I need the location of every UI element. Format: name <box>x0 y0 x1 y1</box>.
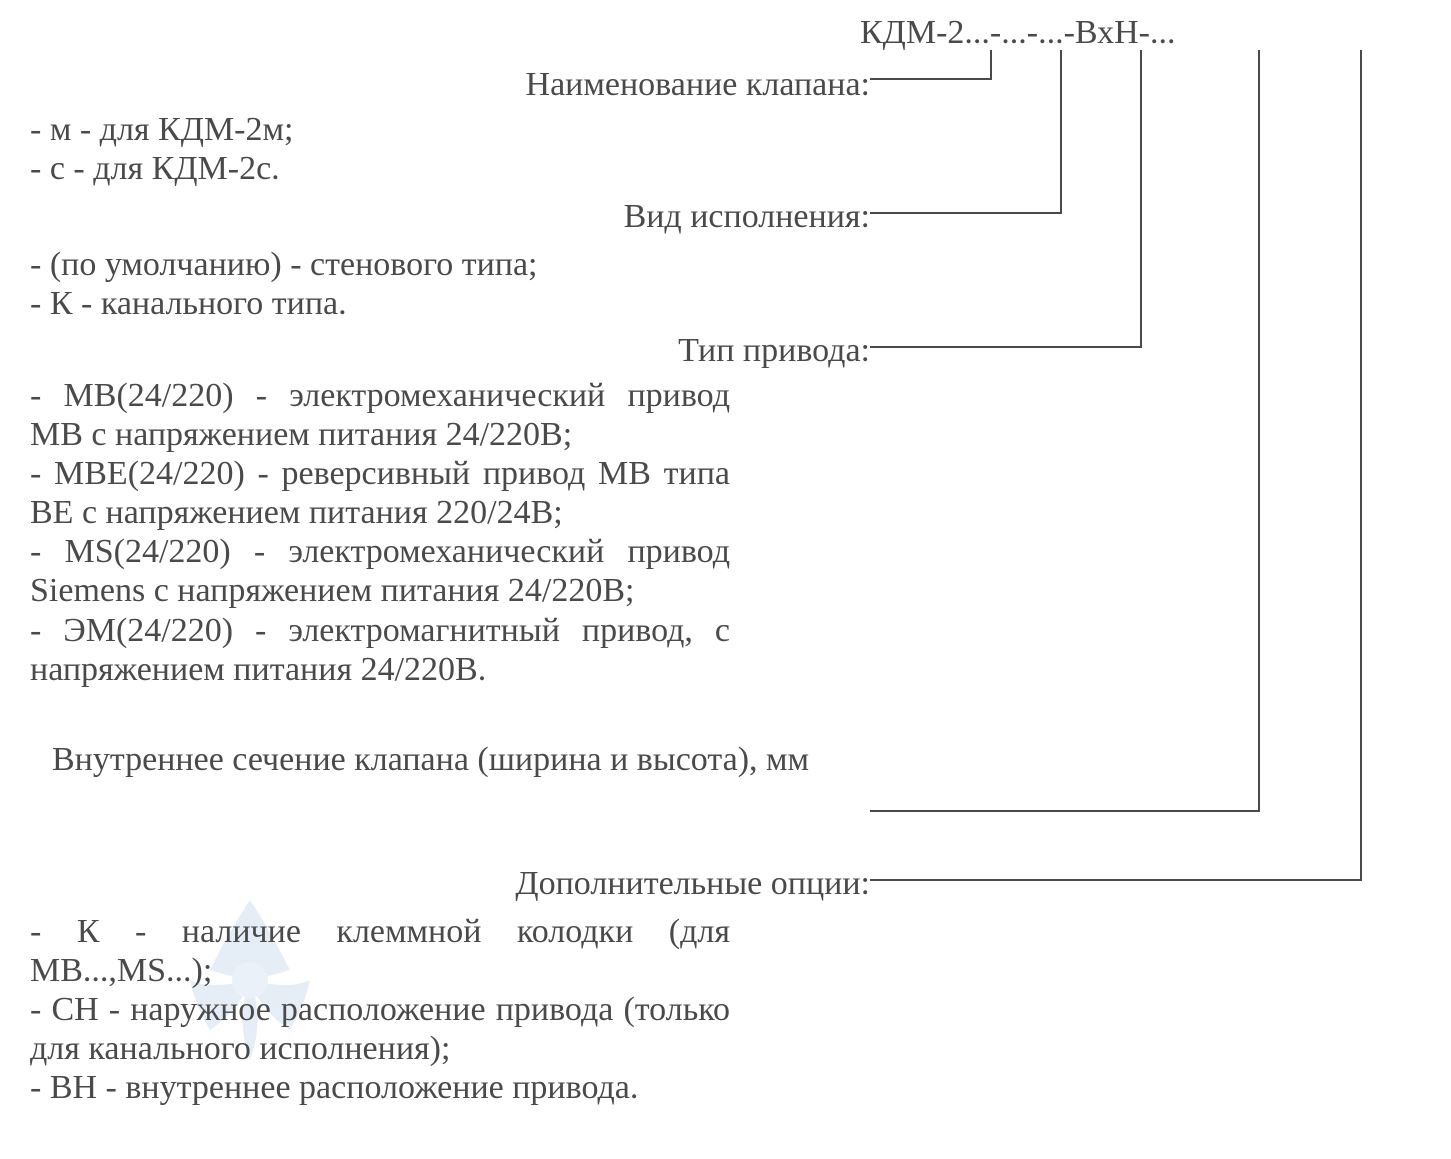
connector-h-3 <box>870 346 1140 348</box>
connector-v-2 <box>1060 50 1062 214</box>
connector-h-2 <box>870 212 1060 214</box>
valve-name-line-2: - с - для КДМ-2с. <box>30 149 730 188</box>
additional-options-line-2: - СН - наружное расположение привода (то… <box>30 990 730 1068</box>
additional-options-line-1: - К - наличие клеммной колодки (для МВ..… <box>30 912 730 990</box>
execution-type-line-2: - К - канального типа. <box>30 284 730 323</box>
drive-type-label: Тип привода: <box>30 332 870 370</box>
inner-section-label: Внутреннее сечение клапана (ширина и выс… <box>52 740 809 779</box>
execution-type-label: Вид исполнения: <box>30 198 870 236</box>
drive-type-line-4: - ЭМ(24/220) - электромагнитный привод, … <box>30 611 730 689</box>
diagram-page: КДМ-2...-...-...-ВхН-... Наименование кл… <box>0 0 1451 1159</box>
connector-v-3 <box>1140 50 1142 348</box>
additional-options-label: Дополнительные опции: <box>30 865 870 903</box>
connector-h-1 <box>870 78 990 80</box>
drive-type-line-2: - МВЕ(24/220) - реверсивный привод МВ ти… <box>30 454 730 532</box>
valve-name-desc: - м - для КДМ-2м; - с - для КДМ-2с. <box>30 110 730 188</box>
additional-options-desc: - К - наличие клеммной колодки (для МВ..… <box>30 912 730 1107</box>
valve-name-label: Наименование клапана: <box>30 66 870 104</box>
code-string: КДМ-2...-...-...-ВхН-... <box>860 14 1176 52</box>
connector-v-1 <box>990 50 992 80</box>
additional-options-line-3: - ВН - внутреннее расположение привода. <box>30 1068 730 1107</box>
connector-v-4 <box>1258 50 1260 812</box>
execution-type-line-1: - (по умолчанию) - стенового типа; <box>30 245 730 284</box>
valve-name-line-1: - м - для КДМ-2м; <box>30 110 730 149</box>
drive-type-line-1: - МВ(24/220) - электромеханический приво… <box>30 376 730 454</box>
connector-v-5 <box>1360 50 1362 881</box>
drive-type-desc: - МВ(24/220) - электромеханический приво… <box>30 376 730 689</box>
connector-h-4 <box>870 810 1258 812</box>
drive-type-line-3: - MS(24/220) - электромеханический приво… <box>30 532 730 610</box>
connector-h-5 <box>870 879 1360 881</box>
execution-type-desc: - (по умолчанию) - стенового типа; - К -… <box>30 245 730 323</box>
